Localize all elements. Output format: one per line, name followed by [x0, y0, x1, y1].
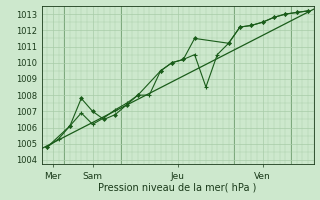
X-axis label: Pression niveau de la mer( hPa ): Pression niveau de la mer( hPa )	[99, 182, 257, 192]
